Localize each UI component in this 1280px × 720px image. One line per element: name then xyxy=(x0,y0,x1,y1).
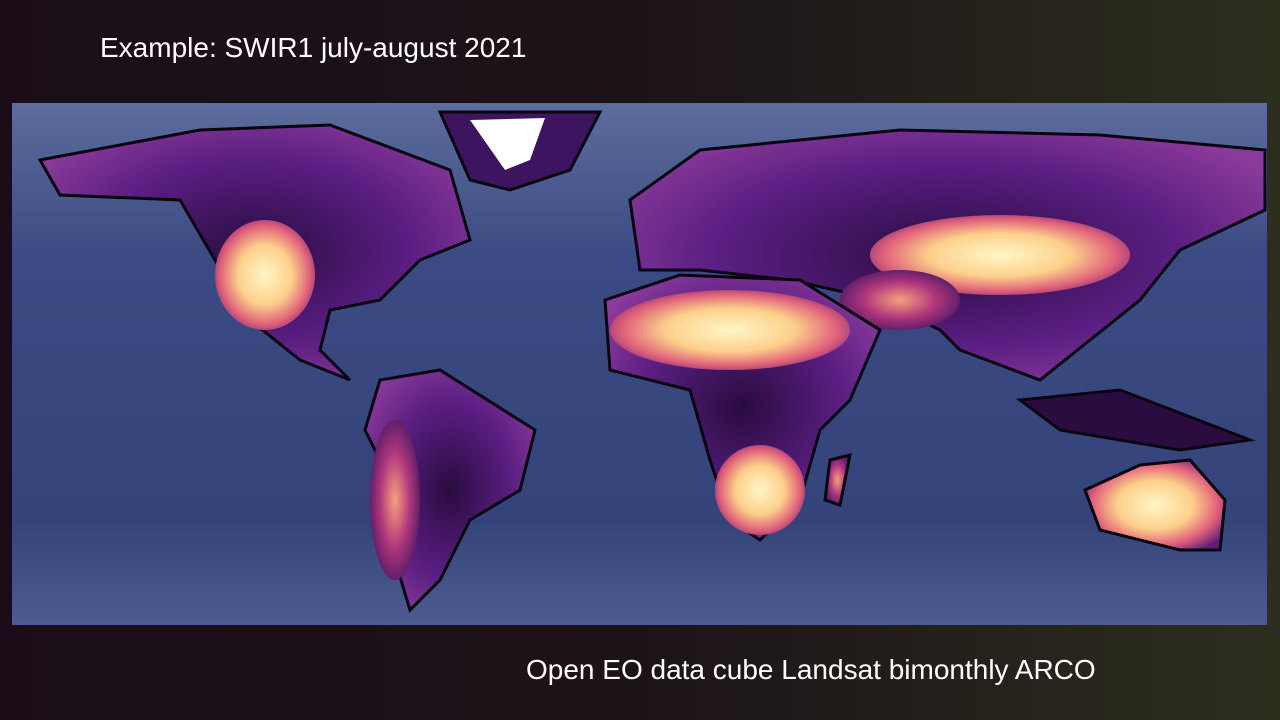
slide-title: Example: SWIR1 july-august 2021 xyxy=(100,32,527,63)
sahara xyxy=(610,290,850,370)
madagascar xyxy=(823,452,852,507)
andes xyxy=(370,420,420,580)
greenland-ice xyxy=(470,118,545,170)
slide-caption: Open EO data cube Landsat bimonthly ARCO xyxy=(526,654,1096,685)
north-america-dry xyxy=(215,220,315,330)
australia xyxy=(1083,458,1227,552)
maritime-asia xyxy=(1016,388,1256,452)
central-asia xyxy=(870,215,1130,295)
southern-africa xyxy=(715,445,805,535)
south-asia xyxy=(840,270,960,330)
continents xyxy=(37,110,1267,613)
